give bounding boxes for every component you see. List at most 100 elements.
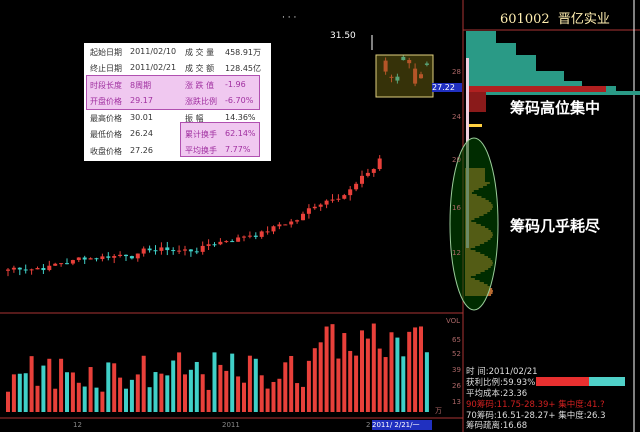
volume-bar <box>342 333 347 412</box>
candle <box>242 236 246 238</box>
volume-bar <box>41 365 46 412</box>
value: -1.96 <box>225 80 246 89</box>
candle <box>230 241 235 243</box>
volume-bar <box>147 387 152 412</box>
candle <box>247 235 252 237</box>
candle <box>100 256 105 260</box>
candle <box>23 269 28 271</box>
candle <box>165 247 170 251</box>
label: 最高价格 <box>90 114 122 123</box>
volume-bar <box>383 357 388 412</box>
candle <box>118 254 123 257</box>
volume-bar <box>88 367 93 412</box>
vol-tick: 65 <box>452 336 461 344</box>
volume-bar <box>165 375 170 412</box>
volume-bar <box>259 375 264 412</box>
volume-bar <box>354 355 359 412</box>
volume-bar <box>153 372 158 412</box>
volume-bar <box>118 377 123 412</box>
chip-date: 时 间:2011/02/21 <box>466 367 538 377</box>
volume-bar <box>306 360 311 412</box>
chip-bar-profit <box>466 31 496 43</box>
candle <box>94 258 99 260</box>
x-label: 2011 <box>222 421 240 429</box>
candle <box>236 237 241 242</box>
volume-bar <box>35 385 40 412</box>
chip-ellipse <box>449 137 499 311</box>
candle <box>129 256 134 259</box>
candle <box>35 268 40 270</box>
candle <box>259 231 264 237</box>
volume-bar <box>277 378 282 412</box>
volume-bar <box>100 391 105 412</box>
candle <box>295 220 300 222</box>
volume-bar <box>29 356 34 412</box>
candle <box>76 257 81 261</box>
volume-bar <box>141 355 146 412</box>
candle <box>17 267 22 270</box>
volume-bar <box>94 387 99 412</box>
label: 终止日期 <box>90 64 122 73</box>
highlight-box-1 <box>86 75 260 110</box>
volume-bar <box>200 374 205 412</box>
volume-bar <box>365 338 370 412</box>
value: 458.91万 <box>225 48 261 57</box>
candle <box>407 59 412 64</box>
volume-bar <box>218 364 223 412</box>
volume-bar <box>419 326 423 412</box>
chip70: 70筹码:16.51-28.27+ 集中度:26.3 <box>466 411 606 421</box>
volume-bar <box>424 352 429 412</box>
cursor-date: 2011/ 2/21/一 <box>372 420 432 430</box>
label: 振 幅 <box>185 114 204 123</box>
candle <box>377 158 382 170</box>
volume-bar <box>224 370 229 412</box>
chip-bar-profit <box>466 43 516 55</box>
peak-price-label: 31.50 <box>330 31 356 41</box>
vol-tick: 52 <box>452 350 461 358</box>
candle <box>11 267 16 270</box>
candle <box>318 204 323 207</box>
volume-bar <box>65 372 69 412</box>
label: 平均换手 <box>185 146 217 155</box>
candle <box>253 235 258 237</box>
candle <box>70 260 75 264</box>
candle <box>342 195 347 199</box>
candle <box>301 213 305 221</box>
volume-bar <box>6 391 10 412</box>
chip-bar-profit <box>466 71 564 81</box>
candle <box>153 250 158 252</box>
candle <box>371 169 376 173</box>
annotation-chips-exhausted: 筹码几乎耗尽 <box>510 217 601 235</box>
value: 30.01 <box>130 113 153 122</box>
candle <box>171 250 176 252</box>
highlight-range-box <box>375 54 434 98</box>
volume-bar <box>82 386 87 412</box>
highlight-box-2 <box>180 122 260 157</box>
chip-bar-profit <box>466 55 536 71</box>
candle <box>29 269 34 271</box>
volume-bar <box>129 379 134 412</box>
chip-bar-loss <box>466 92 486 112</box>
price-tick: 24 <box>452 113 461 121</box>
candle <box>395 76 400 81</box>
dots: · · · <box>282 13 297 23</box>
value: 7.77% <box>225 145 251 154</box>
volume-bar <box>183 374 187 412</box>
value: 62.14% <box>225 129 256 138</box>
candle <box>6 269 10 271</box>
vol-tick: 39 <box>452 366 461 374</box>
candle <box>82 257 87 260</box>
candle <box>312 206 317 209</box>
candle <box>306 208 311 214</box>
candle <box>389 76 394 78</box>
value: 27.26 <box>130 146 153 155</box>
vol-label: VOL <box>446 317 461 325</box>
candle <box>401 56 406 61</box>
candle <box>141 248 146 254</box>
candle <box>53 263 58 266</box>
vol-unit: 万 <box>435 407 442 415</box>
candle <box>41 268 46 271</box>
volume-bar <box>135 374 140 412</box>
avg-cost: 平均成本:23.36 <box>466 389 528 399</box>
